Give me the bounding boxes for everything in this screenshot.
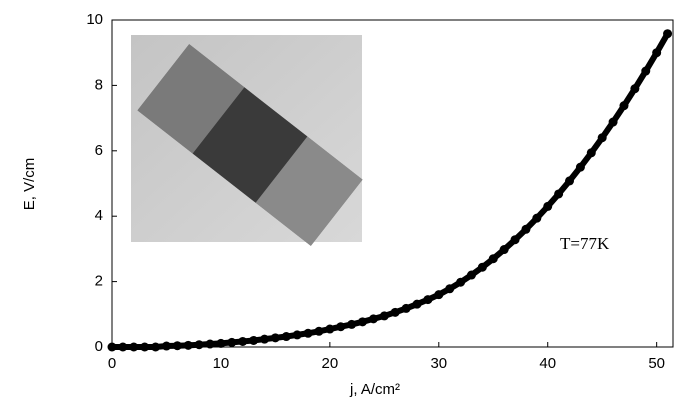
data-point	[183, 340, 193, 350]
data-point	[445, 284, 455, 294]
data-point	[619, 101, 629, 111]
data-point	[336, 322, 346, 332]
data-point	[641, 66, 651, 76]
data-point	[499, 245, 509, 255]
data-point	[608, 117, 618, 127]
data-point	[216, 338, 226, 348]
data-point	[477, 262, 487, 272]
data-point	[249, 335, 259, 345]
data-point	[586, 148, 596, 158]
data-point	[161, 341, 171, 351]
annotation: T=77K	[560, 234, 610, 253]
data-point	[368, 314, 378, 324]
inset-photo	[131, 35, 363, 246]
x-axis-label: j, A/cm²	[349, 381, 400, 398]
data-point	[172, 341, 182, 351]
y-tick-label: 0	[95, 338, 103, 355]
y-tick-label: 4	[95, 207, 103, 224]
data-point	[129, 342, 139, 352]
data-point	[358, 317, 368, 327]
data-point	[543, 201, 553, 211]
plot-frame	[111, 19, 674, 348]
data-point	[314, 326, 324, 336]
data-point	[434, 290, 444, 300]
data-point	[532, 213, 542, 223]
trace	[112, 32, 671, 350]
data-point	[270, 333, 280, 343]
data-point	[379, 311, 389, 321]
x-tick-label: 10	[213, 355, 230, 372]
y-tick-label: 8	[95, 76, 103, 93]
y-axis-label: E, V/cm	[21, 158, 38, 211]
data-point	[107, 342, 117, 352]
data-point	[510, 235, 520, 245]
data-point	[401, 303, 411, 313]
x-tick-label: 20	[322, 355, 339, 372]
data-point	[412, 299, 422, 309]
data-point	[281, 332, 291, 342]
data-point	[325, 324, 335, 334]
data-point	[456, 277, 466, 287]
data-point	[663, 29, 673, 39]
x-tick-label: 40	[539, 355, 556, 372]
data-point	[151, 342, 161, 352]
y-tick-label: 10	[86, 11, 103, 28]
data-point	[347, 319, 357, 329]
x-tick-label: 50	[648, 355, 665, 372]
x-tick-label: 0	[108, 355, 116, 372]
data-point	[466, 270, 476, 280]
data-point	[238, 336, 248, 346]
data-point	[575, 162, 585, 172]
data-point	[303, 328, 313, 338]
data-point	[423, 295, 433, 305]
data-point	[140, 342, 150, 352]
data-point	[488, 254, 498, 264]
data-point	[292, 330, 302, 340]
y-tick-label: 6	[95, 142, 103, 159]
data-point	[205, 339, 215, 349]
data-point	[118, 342, 128, 352]
data-point	[565, 176, 575, 186]
data-point	[390, 307, 400, 317]
data-point	[521, 224, 531, 234]
data-point	[630, 84, 640, 94]
data-point	[597, 133, 607, 143]
data-point	[194, 340, 204, 350]
data-point	[227, 337, 237, 347]
x-tick-label: 30	[430, 355, 447, 372]
data-point	[652, 48, 662, 58]
data-point	[554, 189, 564, 199]
y-tick-label: 2	[95, 273, 103, 290]
data-point	[260, 334, 270, 344]
